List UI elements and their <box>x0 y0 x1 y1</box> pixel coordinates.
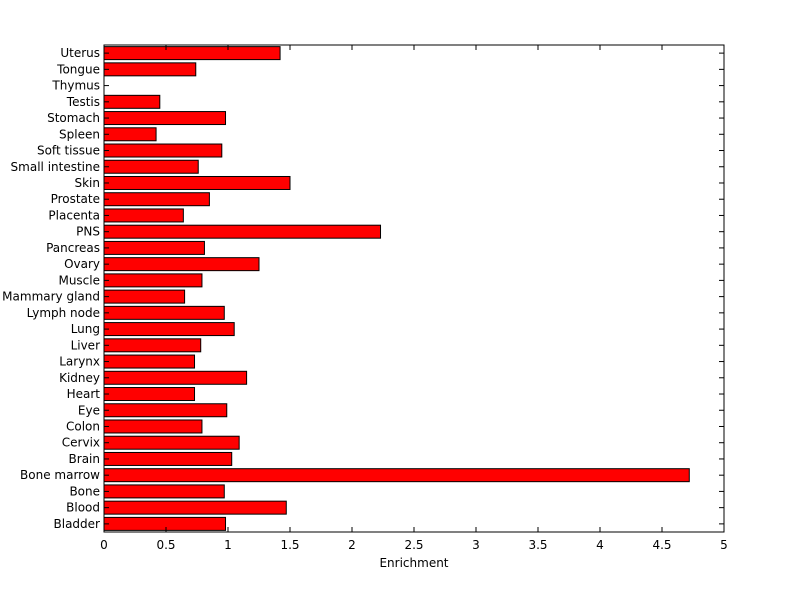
y-tick-label-prostate: Prostate <box>51 192 100 206</box>
y-tick-label-spleen: Spleen <box>59 127 100 141</box>
y-tick-label-brain: Brain <box>69 452 100 466</box>
bar-cervix <box>103 435 240 450</box>
y-tick-label-pns: PNS <box>76 225 100 239</box>
y-tick-label-skin: Skin <box>74 176 100 190</box>
bar-larynx <box>103 354 196 369</box>
x-tick-label: 0 <box>100 538 108 552</box>
bar-soft-tissue <box>103 143 223 158</box>
bar-bladder <box>103 516 227 531</box>
bar-blood <box>103 500 287 515</box>
bar-stomach <box>103 111 227 126</box>
x-tick-label: 0.5 <box>156 538 175 552</box>
y-tick-label-thymus: Thymus <box>51 79 100 93</box>
bar-tongue <box>103 62 197 77</box>
bar-bone-marrow <box>103 468 690 483</box>
bar-eye <box>103 403 228 418</box>
y-tick-label-bone: Bone <box>69 484 100 498</box>
bar-heart <box>103 387 196 402</box>
y-tick-label-muscle: Muscle <box>58 273 100 287</box>
x-tick-label: 5 <box>720 538 728 552</box>
x-tick-label: 3.5 <box>528 538 547 552</box>
y-tick-label-uterus: Uterus <box>60 46 100 60</box>
y-tick-label-kidney: Kidney <box>59 371 100 385</box>
bar-testis <box>103 94 161 109</box>
y-tick-label-small-intestine: Small intestine <box>11 160 100 174</box>
bar-liver <box>103 338 202 353</box>
y-tick-label-blood: Blood <box>66 501 100 515</box>
x-axis-label: Enrichment <box>379 556 448 570</box>
labels-layer: Uterus Tongue Thymus Testis Stomach Spleen Sof… <box>2 46 728 552</box>
y-tick-label-eye: Eye <box>78 403 100 417</box>
y-tick-label-heart: Heart <box>67 387 101 401</box>
y-tick-label-pancreas: Pancreas <box>46 241 100 255</box>
bar-pns <box>103 224 382 239</box>
bar-skin <box>103 175 291 190</box>
y-tick-label-testis: Testis <box>66 95 100 109</box>
ticks-layer <box>103 45 725 532</box>
y-tick-label-ovary: Ovary <box>64 257 100 271</box>
bar-small-intestine <box>103 159 199 174</box>
bar-lung <box>103 322 235 337</box>
y-tick-label-soft-tissue: Soft tissue <box>37 144 100 158</box>
bar-spleen <box>103 127 157 142</box>
bar-muscle <box>103 273 203 288</box>
y-tick-label-cervix: Cervix <box>62 436 100 450</box>
bar-kidney <box>103 370 248 385</box>
x-tick-label: 2.5 <box>404 538 423 552</box>
x-tick-label: 1.5 <box>280 538 299 552</box>
y-tick-label-bladder: Bladder <box>54 517 101 531</box>
bar-lymph-node <box>103 305 225 320</box>
bar-placenta <box>103 208 184 223</box>
bar-pancreas <box>103 240 205 255</box>
bar-brain <box>103 451 233 466</box>
bars-layer <box>103 46 690 531</box>
x-tick-label: 4.5 <box>652 538 671 552</box>
y-tick-label-colon: Colon <box>66 419 100 433</box>
y-tick-label-placenta: Placenta <box>48 208 100 222</box>
bar-colon <box>103 419 203 434</box>
bar-ovary <box>103 257 260 272</box>
y-tick-label-mammary-gland: Mammary gland <box>2 290 100 304</box>
x-tick-label: 4 <box>596 538 604 552</box>
y-tick-label-bone-marrow: Bone marrow <box>20 468 100 482</box>
y-tick-label-lung: Lung <box>71 322 100 336</box>
bar-mammary-gland <box>103 289 186 304</box>
x-tick-label: 2 <box>348 538 356 552</box>
bar-bone <box>103 484 225 499</box>
y-tick-label-tongue: Tongue <box>56 62 100 76</box>
bar-uterus <box>103 46 281 61</box>
y-tick-label-liver: Liver <box>71 338 101 352</box>
y-tick-label-lymph-node: Lymph node <box>27 306 100 320</box>
y-tick-label-stomach: Stomach <box>47 111 100 125</box>
x-tick-label: 3 <box>472 538 480 552</box>
bar-prostate <box>103 192 210 207</box>
x-tick-label: 1 <box>224 538 232 552</box>
y-tick-label-larynx: Larynx <box>59 355 100 369</box>
